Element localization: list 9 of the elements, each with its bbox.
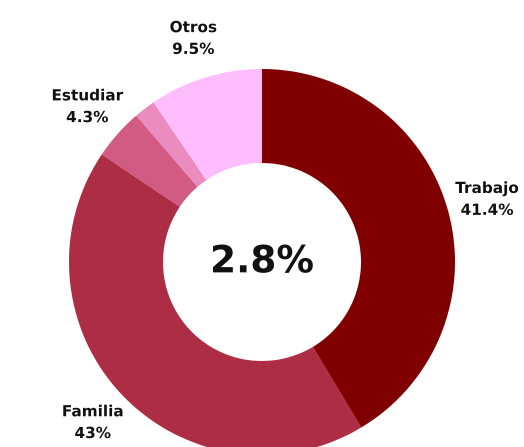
text: 2.8% — [212, 244, 313, 273]
data-label: 4.3% — [66, 110, 108, 122]
slice-label: Familia — [63, 404, 122, 416]
data-label: 9.5% — [172, 42, 214, 54]
data-label: 43% — [75, 426, 111, 438]
data-label: 41.4% — [461, 203, 514, 216]
slice-label: Otros — [170, 20, 216, 32]
slice-label: Estudiar — [52, 88, 124, 101]
slice-label: Trabajo — [455, 181, 518, 196]
